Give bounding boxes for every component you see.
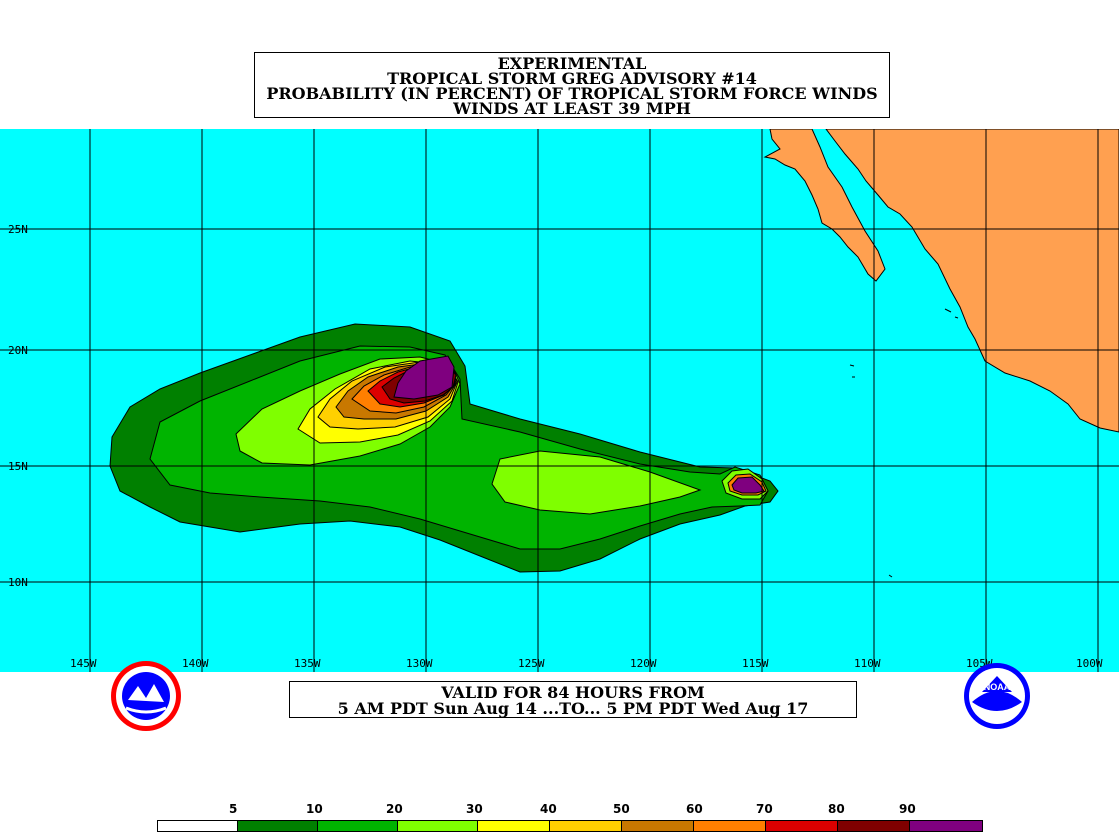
legend-swatch-70-80 bbox=[766, 821, 838, 831]
legend-label-60: 60 bbox=[686, 802, 703, 816]
map-title-box: EXPERIMENTAL TROPICAL STORM GREG ADVISOR… bbox=[254, 52, 890, 118]
legend-label-50: 50 bbox=[613, 802, 630, 816]
legend-label-90: 90 bbox=[899, 802, 916, 816]
mexico-mainland bbox=[825, 129, 1119, 433]
legend-swatch-50-60 bbox=[622, 821, 694, 831]
svg-text:NOAA: NOAA bbox=[984, 682, 1011, 692]
legend-swatch-0-5 bbox=[158, 821, 238, 831]
title-line-1: EXPERIMENTAL bbox=[497, 54, 647, 73]
lon-label-110w: 110W bbox=[854, 657, 881, 670]
lat-label-20n: 20N bbox=[8, 344, 28, 357]
valid-period-box: VALID FOR 84 HOURS FROM 5 AM PDT Sun Aug… bbox=[289, 681, 857, 718]
legend-color-bar bbox=[157, 820, 983, 832]
islands bbox=[849, 308, 959, 578]
valid-line-1: VALID FOR 84 HOURS FROM bbox=[441, 683, 705, 702]
lon-label-140w: 140W bbox=[182, 657, 209, 670]
lat-label-10n: 10N bbox=[8, 576, 28, 589]
title-line-2: TROPICAL STORM GREG ADVISORY #14 bbox=[387, 69, 757, 88]
title-line-3: PROBABILITY (IN PERCENT) OF TROPICAL STO… bbox=[266, 84, 878, 103]
lon-label-130w: 130W bbox=[406, 657, 433, 670]
legend-swatch-40-50 bbox=[550, 821, 622, 831]
title-line-4: WINDS AT LEAST 39 MPH bbox=[453, 99, 691, 118]
lon-label-125w: 125W bbox=[518, 657, 545, 670]
legend-swatch-5-10 bbox=[238, 821, 318, 831]
legend-swatch-10-20 bbox=[318, 821, 398, 831]
lon-label-145w: 145W bbox=[70, 657, 97, 670]
legend-label-10: 10 bbox=[306, 802, 323, 816]
legend-label-40: 40 bbox=[540, 802, 557, 816]
contour-20-30-east bbox=[491, 450, 702, 515]
contour-east-90 bbox=[731, 476, 765, 494]
lon-label-120w: 120W bbox=[630, 657, 657, 670]
noaa-logo: NOAA bbox=[964, 663, 1030, 729]
nws-logo bbox=[111, 661, 181, 731]
lat-label-25n: 25N bbox=[8, 223, 28, 236]
legend-swatch-80-90 bbox=[838, 821, 910, 831]
legend-swatch-20-30 bbox=[398, 821, 478, 831]
legend-swatch-90-100 bbox=[910, 821, 982, 831]
legend-label-70: 70 bbox=[756, 802, 773, 816]
baja-california bbox=[763, 129, 886, 282]
probability-map: 25N 20N 15N 10N bbox=[0, 129, 1119, 672]
legend-swatch-30-40 bbox=[478, 821, 550, 831]
legend-label-80: 80 bbox=[828, 802, 845, 816]
lon-label-135w: 135W bbox=[294, 657, 321, 670]
lon-label-115w: 115W bbox=[742, 657, 769, 670]
legend-label-30: 30 bbox=[466, 802, 483, 816]
lon-label-100w: 100W bbox=[1076, 657, 1103, 670]
legend-swatch-60-70 bbox=[694, 821, 766, 831]
legend-label-5: 5 bbox=[229, 802, 238, 816]
lat-label-15n: 15N bbox=[8, 460, 28, 473]
valid-line-2: 5 AM PDT Sun Aug 14 ...TO... 5 PM PDT We… bbox=[337, 699, 809, 718]
grid-lines bbox=[0, 129, 1119, 672]
legend-label-20: 20 bbox=[386, 802, 403, 816]
